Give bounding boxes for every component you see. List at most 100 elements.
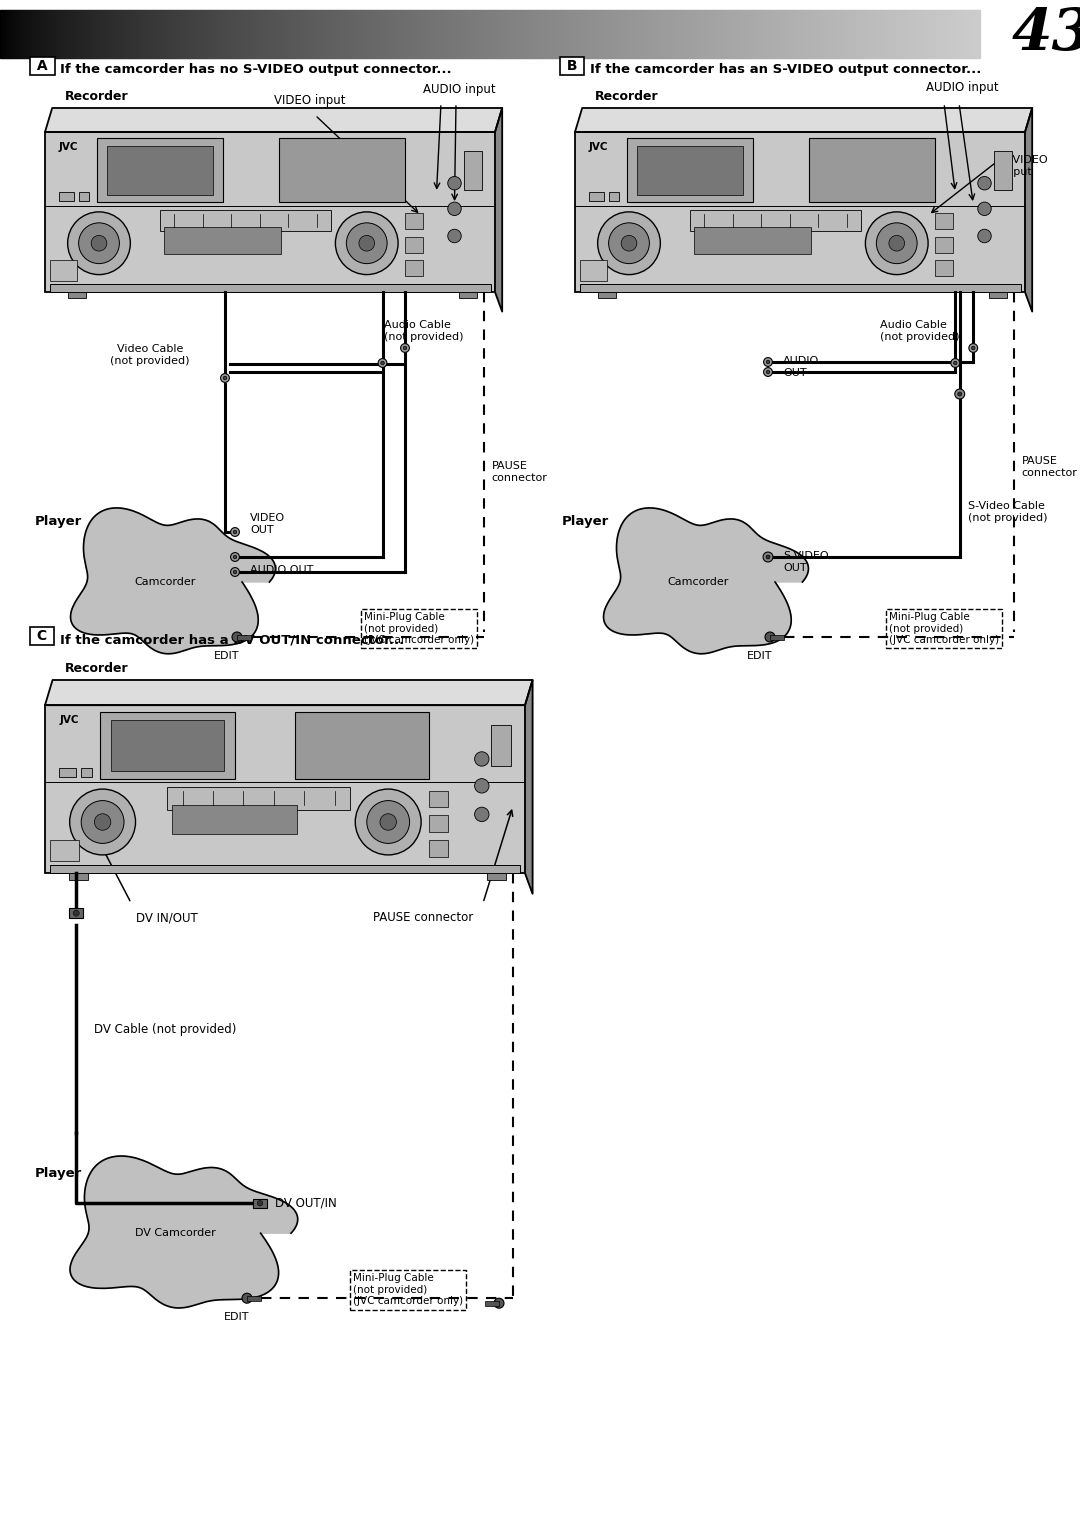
Bar [627,11,629,58]
Bar [60,11,62,58]
Bar [615,11,616,58]
Bar [936,11,937,58]
Bar [751,11,752,58]
Bar [457,11,458,58]
Text: Player: Player [562,516,609,528]
Bar [149,11,150,58]
Bar [920,11,921,58]
Bar [968,11,969,58]
Bar [681,11,683,58]
Bar [814,11,815,58]
Text: Mini-Plug Cable
(not provided)
(JVC camcorder only): Mini-Plug Cable (not provided) (JVC camc… [889,612,999,645]
Bar [219,11,220,58]
Bar [164,227,281,255]
Bar [658,11,659,58]
Bar [64,11,65,58]
Bar [268,11,269,58]
Bar [227,11,228,58]
Bar [648,11,649,58]
Bar [951,11,954,58]
Bar [490,11,491,58]
Bar [446,11,447,58]
Bar [530,11,531,58]
Bar [315,11,316,58]
Bar [597,11,598,58]
Bar [172,11,173,58]
Circle shape [336,212,399,275]
Bar [89,11,90,58]
Bar [609,11,610,58]
Bar [279,11,280,58]
Bar [792,11,793,58]
Bar [459,11,460,58]
Bar [966,11,967,58]
Bar [710,11,711,58]
Bar [460,11,461,58]
Bar [901,11,902,58]
Bar [673,11,674,58]
Bar [303,11,305,58]
Bar [616,11,617,58]
Bar [610,11,611,58]
Bar [280,11,281,58]
Bar [379,11,380,58]
Circle shape [876,223,917,264]
Bar [707,11,708,58]
Bar [214,11,215,58]
Bar [770,11,771,58]
Bar [778,11,779,58]
Bar [419,11,420,58]
Bar [397,11,399,58]
Bar [39,11,40,58]
Bar [470,11,471,58]
Bar [372,11,373,58]
Bar [926,11,927,58]
Bar [106,11,107,58]
Circle shape [401,343,409,353]
Bar [760,11,761,58]
Bar [935,237,953,253]
Bar [158,11,159,58]
Bar [518,11,519,58]
Bar [323,11,324,58]
Bar [442,11,443,58]
Bar [894,11,895,58]
Bar [835,11,836,58]
Bar [55,11,56,58]
Bar [283,11,284,58]
Circle shape [233,555,237,559]
Bar [571,11,572,58]
Bar [311,11,312,58]
Bar [25,11,26,58]
Bar [858,11,859,58]
Bar [514,11,515,58]
Bar [503,11,504,58]
Bar [797,11,798,58]
Bar [809,139,935,203]
Circle shape [380,813,396,830]
Bar [212,11,213,58]
Bar [544,11,545,58]
Bar [305,11,306,58]
Bar [691,11,692,58]
Bar [354,11,355,58]
Bar [644,11,645,58]
Text: Audio Cable
(not provided): Audio Cable (not provided) [384,320,464,342]
Bar [222,11,225,58]
Bar [963,11,964,58]
Bar [924,11,927,58]
Bar [905,11,906,58]
Bar [651,11,652,58]
Bar [262,11,264,58]
Bar [359,11,360,58]
Bar [160,11,161,58]
Bar [935,261,953,276]
Bar [633,11,634,58]
Circle shape [378,359,387,368]
Bar [314,11,315,58]
Bar [409,11,410,58]
Bar [892,11,893,58]
Bar [692,11,693,58]
Bar [580,259,607,281]
Bar [719,11,720,58]
